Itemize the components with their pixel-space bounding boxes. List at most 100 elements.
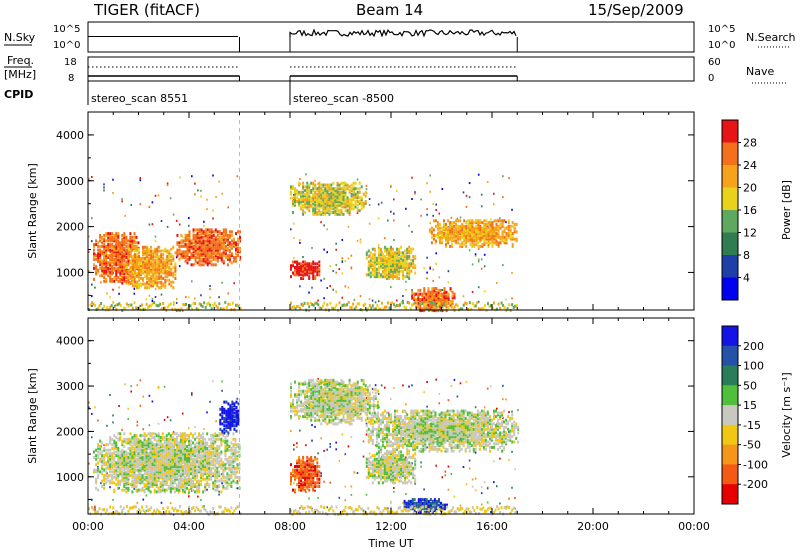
heatmap-cell: [111, 261, 114, 265]
heatmap-cell: [459, 226, 462, 230]
heatmap-cell: [196, 241, 199, 245]
heatmap-cell: [237, 254, 239, 258]
scatter-cell: [329, 285, 331, 287]
heatmap-cell: [377, 247, 380, 251]
heatmap-cell: [184, 455, 186, 459]
heatmap-cell: [119, 436, 122, 439]
heatmap-cell: [210, 243, 213, 247]
heatmap-cell: [226, 243, 229, 247]
heatmap-cell: [310, 189, 313, 192]
heatmap-cell: [107, 457, 110, 461]
heatmap-cell: [477, 224, 480, 228]
heatmap-cell: [408, 249, 411, 253]
heatmap-cell: [310, 196, 313, 200]
heatmap-cell: [410, 258, 413, 262]
scatter-cell: [477, 247, 480, 250]
heatmap-cell: [469, 226, 472, 230]
heatmap-cell: [156, 262, 159, 266]
heatmap-cell: [495, 219, 498, 223]
heatmap-cell: [306, 185, 309, 189]
heatmap-cell: [469, 233, 472, 237]
heatmap-cell: [127, 280, 130, 284]
heatmap-cell: [314, 266, 317, 269]
heatmap-cell: [143, 443, 146, 447]
heatmap-cell: [157, 490, 160, 494]
heatmap-cell: [375, 267, 378, 271]
heatmap-cell: [141, 457, 144, 461]
heatmap-cell: [162, 249, 165, 253]
ground-scatter-cell: [153, 301, 156, 304]
heatmap-cell: [373, 258, 376, 262]
heatmap-cell: [208, 468, 211, 472]
heatmap-cell: [175, 472, 178, 476]
heatmap-cell: [186, 483, 188, 487]
ground-scatter-cell: [479, 307, 482, 311]
scatter-cell: [206, 411, 208, 414]
scatter-cell: [338, 496, 341, 499]
scatter-cell: [203, 428, 205, 430]
heatmap-cell: [113, 235, 116, 239]
heatmap-cell: [332, 190, 335, 194]
heatmap-cell: [125, 244, 128, 248]
heatmap-cell: [394, 251, 396, 255]
heatmap-cell: [127, 243, 130, 247]
heatmap-cell: [390, 267, 392, 271]
ground-scatter-cell: [160, 307, 163, 311]
ground-scatter-cell: [209, 303, 212, 307]
heatmap-cell: [165, 452, 168, 456]
heatmap-cell: [206, 261, 209, 265]
heatmap-cell: [198, 230, 201, 234]
heatmap-cell: [441, 299, 444, 303]
heatmap-cell: [336, 194, 339, 198]
scatter-cell: [347, 445, 350, 448]
heatmap-cell: [154, 260, 157, 264]
heatmap-cell: [493, 230, 496, 234]
heatmap-cell: [501, 232, 504, 236]
heatmap-cell: [383, 275, 386, 279]
heatmap-cell: [388, 266, 390, 269]
ground-scatter-cell: [414, 301, 417, 305]
heatmap-cell: [160, 249, 163, 253]
heatmap-cell: [109, 237, 112, 241]
heatmap-cell: [196, 237, 199, 241]
nsky-traces: [87, 28, 518, 52]
heatmap-cell: [196, 481, 199, 485]
heatmap-cell: [304, 273, 307, 277]
heatmap-cell: [495, 222, 498, 226]
ground-scatter-cell: [312, 303, 315, 307]
heatmap-cell: [107, 452, 110, 456]
heatmap-cell: [184, 452, 186, 456]
heatmap-cell: [348, 203, 351, 207]
heatmap-cell: [443, 228, 445, 232]
scatter-cell: [236, 455, 239, 458]
heatmap-cell: [133, 439, 136, 443]
heatmap-cell: [117, 457, 120, 461]
heatmap-cell: [304, 198, 307, 202]
heatmap-cell: [306, 267, 309, 271]
heatmap-cell: [210, 452, 213, 456]
heatmap-cell: [123, 241, 126, 245]
heatmap-cell: [186, 455, 188, 459]
heatmap-cell: [154, 247, 157, 251]
heatmap-cell: [449, 221, 452, 225]
heatmap-cell: [97, 255, 100, 259]
scatter-cell: [496, 422, 498, 425]
heatmap-cell: [105, 232, 108, 236]
scatter-cell: [414, 482, 416, 485]
heatmap-cell: [95, 266, 98, 270]
heatmap-cell: [208, 228, 211, 232]
heatmap-cell: [109, 266, 112, 270]
heatmap-cell: [147, 481, 150, 485]
ground-scatter-cell: [306, 302, 309, 305]
heatmap-cell: [145, 472, 148, 476]
heatmap-cell: [501, 239, 504, 243]
heatmap-cell: [224, 248, 227, 252]
heatmap-cell: [173, 448, 176, 452]
ground-scatter-cell: [168, 303, 171, 307]
heatmap-cell: [465, 221, 468, 225]
heatmap-cell: [419, 305, 422, 309]
heatmap-cell: [138, 271, 140, 275]
heatmap-cell: [153, 472, 156, 476]
ground-scatter-cell: [432, 306, 435, 310]
heatmap-cell: [107, 461, 110, 465]
